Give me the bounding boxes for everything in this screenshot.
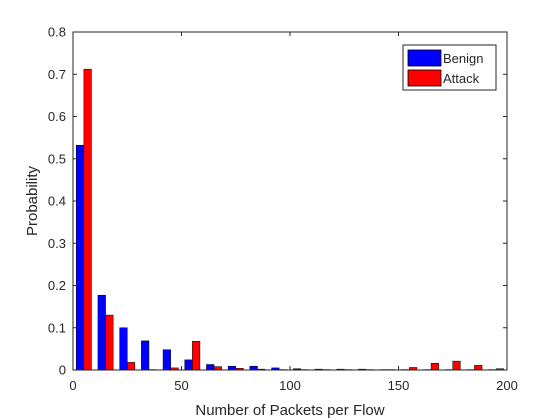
bar-attack-2 — [127, 362, 136, 371]
x-tick-label-4: 200 — [496, 378, 518, 393]
bar-benign-8 — [249, 365, 258, 371]
y-tick-label-6: 0.6 — [48, 109, 66, 124]
bar-benign-4 — [162, 349, 171, 371]
legend-label-benign: Benign — [443, 51, 483, 66]
y-axis-label: Probability — [24, 165, 41, 236]
bar-attack-6 — [213, 366, 222, 371]
x-axis-label: Number of Packets per Flow — [195, 402, 384, 419]
legend-swatch-attack — [407, 69, 442, 87]
bar-benign-7 — [227, 365, 237, 371]
bar-benign-3 — [141, 340, 150, 371]
bar-benign-0 — [76, 144, 85, 371]
bar-benign-2 — [119, 327, 128, 371]
y-tick-label-0: 0 — [59, 363, 66, 378]
y-tick-label-2: 0.2 — [48, 278, 66, 293]
bar-attack-18 — [474, 365, 483, 371]
x-tick-label-0: 0 — [69, 378, 76, 393]
x-tick-label-1: 50 — [174, 378, 188, 393]
x-tick-label-3: 150 — [388, 378, 410, 393]
bar-benign-1 — [97, 294, 106, 371]
x-tick-label-2: 100 — [279, 378, 301, 393]
legend-label-attack: Attack — [443, 71, 480, 86]
y-tick-label-1: 0.1 — [48, 320, 66, 335]
bar-attack-1 — [105, 314, 114, 371]
y-tick-label-4: 0.4 — [48, 194, 66, 209]
y-tick-label-5: 0.5 — [48, 151, 66, 166]
legend-swatch-benign — [407, 49, 442, 67]
bar-attack-0 — [83, 68, 92, 371]
bar-benign-6 — [206, 364, 215, 371]
ticks-layer — [72, 31, 508, 371]
bar-attack-5 — [192, 341, 201, 371]
legend: Benign Attack — [402, 44, 497, 91]
y-tick-label-3: 0.3 — [48, 236, 66, 251]
bar-attack-17 — [452, 360, 461, 371]
y-tick-label-7: 0.7 — [48, 67, 66, 82]
y-tick-label-8: 0.8 — [48, 25, 66, 40]
bar-benign-5 — [184, 359, 193, 371]
tick-labels-layer: 0 50 100 150 200 0 0.1 0.2 0.3 0.4 0.5 0.6 0.7 0.8 — [48, 25, 518, 394]
bar-attack-16 — [430, 362, 439, 371]
